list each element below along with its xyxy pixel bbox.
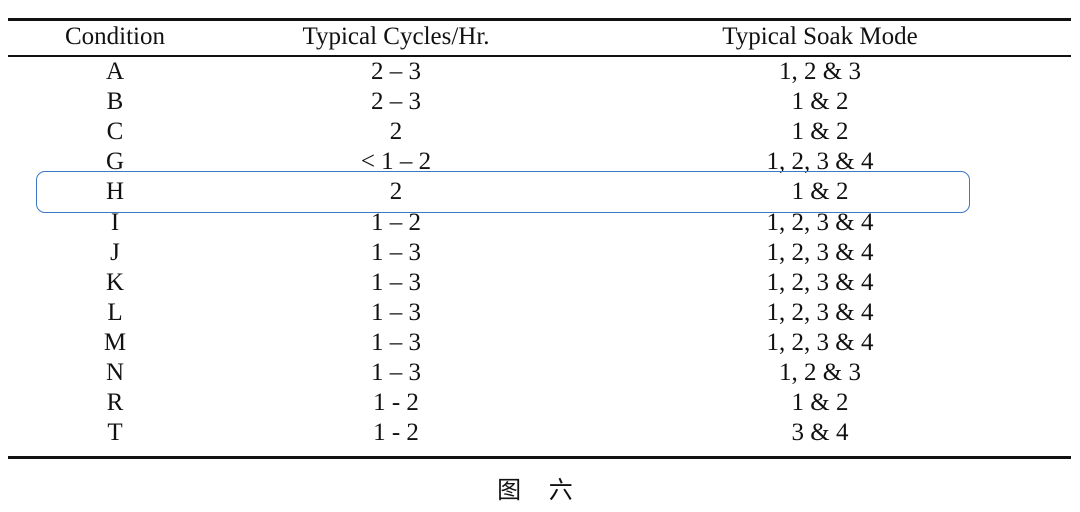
cell-condition: L xyxy=(107,298,123,326)
cell-condition: H xyxy=(105,178,125,206)
table-row: T 1 - 2 3 & 4 xyxy=(0,418,1080,448)
cell-typical-soak-mode: 1, 2, 3 & 4 xyxy=(766,238,874,266)
table-row: G < 1 – 2 1, 2, 3 & 4 xyxy=(0,147,1080,177)
header-typical-cycles: Typical Cycles/Hr. xyxy=(302,23,490,50)
table-row: C 2 1 & 2 xyxy=(0,117,1080,147)
cell-condition: A xyxy=(105,58,125,85)
cell-typical-cycles: 2 xyxy=(389,178,403,206)
cell-condition: C xyxy=(106,118,124,146)
table-header-row: Condition Typical Cycles/Hr. Typical Soa… xyxy=(0,22,1080,52)
cell-typical-soak-mode: 1, 2, 3 & 4 xyxy=(766,148,874,176)
cell-typical-cycles: 1 - 2 xyxy=(373,389,419,417)
cell-condition: I xyxy=(110,208,120,236)
cell-typical-cycles: 1 – 3 xyxy=(371,328,421,356)
cell-typical-cycles: 1 – 2 xyxy=(371,208,421,236)
cell-condition: N xyxy=(105,359,125,386)
cell-typical-cycles: < 1 – 2 xyxy=(360,148,432,176)
cell-typical-soak-mode: 1, 2, 3 & 4 xyxy=(766,328,874,356)
cell-condition: T xyxy=(107,419,123,447)
table-row: I 1 – 2 1, 2, 3 & 4 xyxy=(0,208,1080,238)
cell-condition: R xyxy=(106,389,124,417)
row-highlight-box xyxy=(36,171,970,213)
table-row: L 1 – 3 1, 2, 3 & 4 xyxy=(0,298,1080,328)
cell-typical-soak-mode: 1 & 2 xyxy=(791,118,849,146)
table-top-rule xyxy=(8,18,1071,21)
table-header-rule xyxy=(8,55,1071,57)
cell-typical-soak-mode: 1, 2, 3 & 4 xyxy=(766,208,874,236)
cell-typical-cycles: 1 – 3 xyxy=(371,268,421,296)
cell-typical-soak-mode: 1 & 2 xyxy=(791,88,849,116)
cell-typical-soak-mode: 1 & 2 xyxy=(791,389,849,417)
table-row: N 1 – 3 1, 2 & 3 xyxy=(0,358,1080,388)
header-condition: Condition xyxy=(64,23,165,50)
cell-typical-soak-mode: 1, 2, 3 & 4 xyxy=(766,298,874,326)
table-bottom-rule xyxy=(8,456,1071,459)
cell-condition: J xyxy=(110,238,120,266)
table-row: A 2 – 3 1, 2 & 3 xyxy=(0,57,1080,87)
cell-condition: K xyxy=(105,268,125,296)
table-row: B 2 – 3 1 & 2 xyxy=(0,87,1080,117)
cell-typical-cycles: 1 - 2 xyxy=(373,419,419,447)
cell-condition: B xyxy=(106,88,124,116)
cell-typical-soak-mode: 1, 2, 3 & 4 xyxy=(766,268,874,296)
cell-typical-soak-mode: 1, 2 & 3 xyxy=(779,58,861,85)
cell-typical-cycles: 1 – 3 xyxy=(371,359,421,386)
cell-typical-cycles: 2 – 3 xyxy=(371,88,421,116)
table-row: H 2 1 & 2 xyxy=(0,177,1080,207)
cell-typical-soak-mode: 1, 2 & 3 xyxy=(779,359,861,386)
cell-typical-cycles: 2 xyxy=(389,118,403,146)
cell-typical-cycles: 1 – 3 xyxy=(371,238,421,266)
cell-typical-cycles: 2 – 3 xyxy=(371,58,421,85)
cell-typical-soak-mode: 3 & 4 xyxy=(791,419,849,447)
table-row: J 1 – 3 1, 2, 3 & 4 xyxy=(0,238,1080,268)
table-row: M 1 – 3 1, 2, 3 & 4 xyxy=(0,328,1080,358)
cell-condition: M xyxy=(103,328,127,356)
table-row: R 1 - 2 1 & 2 xyxy=(0,388,1080,418)
figure-caption: 图 六 xyxy=(497,476,583,504)
header-typical-soak-mode: Typical Soak Mode xyxy=(722,23,918,50)
cell-condition: G xyxy=(105,148,125,176)
cell-typical-cycles: 1 – 3 xyxy=(371,298,421,326)
table-row: K 1 – 3 1, 2, 3 & 4 xyxy=(0,268,1080,298)
cell-typical-soak-mode: 1 & 2 xyxy=(791,178,849,206)
